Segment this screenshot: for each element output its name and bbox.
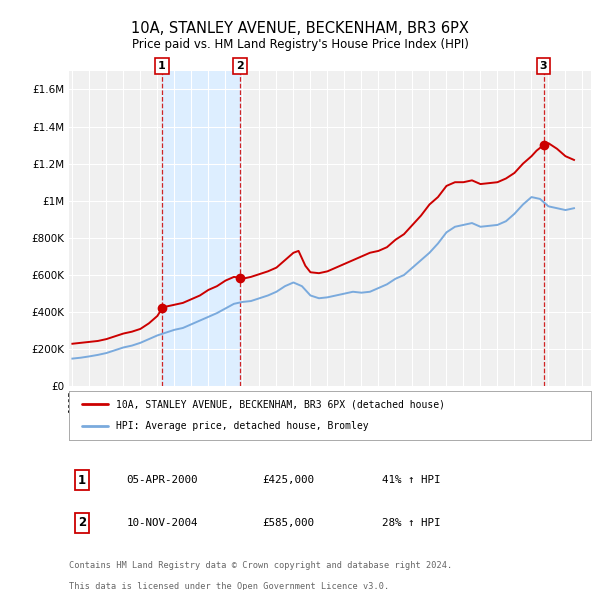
Text: 3: 3 xyxy=(540,61,547,71)
Text: 10A, STANLEY AVENUE, BECKENHAM, BR3 6PX (detached house): 10A, STANLEY AVENUE, BECKENHAM, BR3 6PX … xyxy=(116,399,445,409)
Text: £425,000: £425,000 xyxy=(262,476,314,485)
Text: 05-APR-2000: 05-APR-2000 xyxy=(127,476,198,485)
Text: 1: 1 xyxy=(78,474,86,487)
Text: 10-NOV-2004: 10-NOV-2004 xyxy=(127,518,198,527)
Text: 24% ↑ HPI: 24% ↑ HPI xyxy=(382,560,440,570)
Text: This data is licensed under the Open Government Licence v3.0.: This data is licensed under the Open Gov… xyxy=(69,582,389,590)
Text: 1: 1 xyxy=(158,61,166,71)
Text: £585,000: £585,000 xyxy=(262,518,314,527)
Bar xyxy=(162,71,240,386)
Text: Contains HM Land Registry data © Crown copyright and database right 2024.: Contains HM Land Registry data © Crown c… xyxy=(69,562,452,571)
Text: £1,300,000: £1,300,000 xyxy=(262,560,327,570)
Text: HPI: Average price, detached house, Bromley: HPI: Average price, detached house, Brom… xyxy=(116,421,368,431)
Text: 28% ↑ HPI: 28% ↑ HPI xyxy=(382,518,440,527)
Text: 41% ↑ HPI: 41% ↑ HPI xyxy=(382,476,440,485)
Text: 3: 3 xyxy=(78,559,86,572)
Text: 10A, STANLEY AVENUE, BECKENHAM, BR3 6PX: 10A, STANLEY AVENUE, BECKENHAM, BR3 6PX xyxy=(131,21,469,35)
Text: 12-SEP-2022: 12-SEP-2022 xyxy=(127,560,198,570)
Text: 2: 2 xyxy=(78,516,86,529)
Text: 2: 2 xyxy=(236,61,244,71)
Text: Price paid vs. HM Land Registry's House Price Index (HPI): Price paid vs. HM Land Registry's House … xyxy=(131,38,469,51)
